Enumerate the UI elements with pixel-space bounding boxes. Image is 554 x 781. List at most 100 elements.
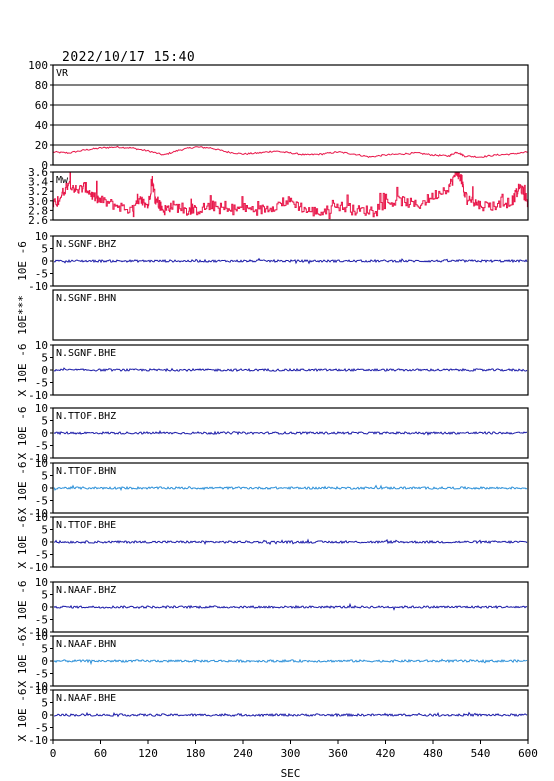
panel-frame <box>52 289 529 341</box>
y-axis-unit-label: X 10E -6 <box>16 462 29 515</box>
waveform-n.naaf.bhe <box>53 711 528 718</box>
x-axis-label: SEC <box>281 767 301 780</box>
panel-n-sgnf-bhe <box>50 344 529 396</box>
y-tick-label: 10 <box>35 576 48 589</box>
series-line-vr <box>52 145 529 159</box>
panel-frame <box>52 344 529 396</box>
waveform-n.sgnf.bhe <box>53 367 528 373</box>
y-tick-label: -5 <box>35 668 48 681</box>
y-axis-unit-label: X 10E -6 <box>16 344 29 397</box>
panel-label: N.TTOF.BHN <box>56 466 116 477</box>
y-tick-label: 5 <box>41 415 48 428</box>
panel-label: N.NAAF.BHN <box>56 639 116 650</box>
x-tick-label: 60 <box>94 747 107 760</box>
panel-frame <box>52 235 529 287</box>
panel-label: N.NAAF.BHE <box>56 693 116 704</box>
panel-label: VR <box>56 68 69 79</box>
x-tick-label: 420 <box>376 747 396 760</box>
y-tick-label: 3.6 <box>28 166 48 179</box>
y-tick-label: 0 <box>41 655 48 668</box>
y-axis-unit-label: X 10E -6 <box>16 516 29 569</box>
panel-n-ttof-bhn <box>50 462 529 514</box>
x-tick-label: 600 <box>518 747 538 760</box>
x-tick-label: 300 <box>281 747 301 760</box>
y-tick-label: 5 <box>41 524 48 537</box>
y-tick-label: 10 <box>35 684 48 697</box>
panel-label: N.SGNF.BHE <box>56 348 116 359</box>
y-tick-label: 0 <box>41 364 48 377</box>
panel-frame <box>52 462 529 514</box>
y-tick-label: 5 <box>41 589 48 602</box>
y-tick-label: 100 <box>28 59 48 72</box>
waveform-n.ttof.bhe <box>53 538 528 546</box>
y-tick-label: 5 <box>41 470 48 483</box>
panel-n-sgnf-bhn <box>52 289 529 341</box>
y-tick-label: -5 <box>35 495 48 508</box>
x-tick-label: 540 <box>471 747 491 760</box>
x-tick-label: 360 <box>328 747 348 760</box>
y-tick-label: -5 <box>35 268 48 281</box>
panel-label: N.TTOF.BHZ <box>56 411 116 422</box>
y-tick-label: 3.2 <box>28 185 48 198</box>
panel-frame <box>52 171 529 221</box>
y-tick-label: 0 <box>41 255 48 268</box>
panel-n-ttof-bhz <box>50 407 529 459</box>
y-axis-unit-label: X 10E -6 <box>16 635 29 688</box>
y-tick-label: 10 <box>35 339 48 352</box>
panel-label: N.NAAF.BHZ <box>56 585 116 596</box>
x-tick-label: 0 <box>50 747 57 760</box>
y-tick-label: 80 <box>35 79 48 92</box>
y-tick-label: 0 <box>41 709 48 722</box>
y-tick-label: -10 <box>28 680 48 693</box>
waveform-n.ttof.bhn <box>53 484 528 492</box>
y-tick-label: 3.0 <box>28 195 48 208</box>
y-tick-label: 10 <box>35 457 48 470</box>
panel-frame <box>52 581 529 633</box>
y-tick-label: -10 <box>28 280 48 293</box>
panel-label: N.SGNF.BHN <box>56 293 116 304</box>
panel-label: N.TTOF.BHE <box>56 520 116 531</box>
y-tick-label: 10 <box>35 511 48 524</box>
y-tick-label: 0 <box>41 427 48 440</box>
y-tick-label: -10 <box>28 507 48 520</box>
waveform-n.naaf.bhz <box>53 602 528 611</box>
panel-frame <box>52 635 529 687</box>
y-tick-label: 2.8 <box>28 204 48 217</box>
y-tick-label: 0 <box>41 159 48 172</box>
y-tick-label: 5 <box>41 697 48 710</box>
y-tick-label: 2.6 <box>28 214 48 227</box>
y-tick-label: 0 <box>41 601 48 614</box>
x-tick-label: 180 <box>186 747 206 760</box>
x-tick-label: 480 <box>423 747 443 760</box>
panel-frame <box>52 64 529 166</box>
panel-n-ttof-bhe <box>50 516 529 568</box>
y-tick-label: -5 <box>35 377 48 390</box>
panel-label: N.SGNF.BHZ <box>56 239 116 250</box>
y-tick-label: -5 <box>35 722 48 735</box>
y-tick-label: 5 <box>41 643 48 656</box>
y-tick-label: -5 <box>35 440 48 453</box>
panel-label: Mw <box>56 175 69 186</box>
y-axis-unit-label: 10E -6 <box>16 241 29 281</box>
y-tick-label: -10 <box>28 452 48 465</box>
y-tick-label: 10 <box>35 230 48 243</box>
y-tick-label: -10 <box>28 734 48 747</box>
y-tick-label: 20 <box>35 139 48 152</box>
y-axis-unit-label: X 10E -6 <box>16 407 29 460</box>
y-tick-label: 3.4 <box>28 176 48 189</box>
y-tick-label: 0 <box>41 536 48 549</box>
y-tick-label: -5 <box>35 549 48 562</box>
y-tick-label: 10 <box>35 402 48 415</box>
y-tick-label: -5 <box>35 614 48 627</box>
y-axis-unit-label: 10E*** <box>16 295 29 335</box>
y-tick-label: 40 <box>35 119 48 132</box>
y-tick-label: 60 <box>35 99 48 112</box>
y-tick-label: 10 <box>35 630 48 643</box>
y-tick-label: -10 <box>28 561 48 574</box>
panel-n-naaf-bhe <box>50 689 529 741</box>
panel-n-naaf-bhn <box>50 635 529 687</box>
waveform-n.ttof.bhz <box>53 429 528 436</box>
plot-timestamp: 2022/10/17 15:40 <box>62 50 196 65</box>
panel-n-naaf-bhz <box>50 581 529 633</box>
